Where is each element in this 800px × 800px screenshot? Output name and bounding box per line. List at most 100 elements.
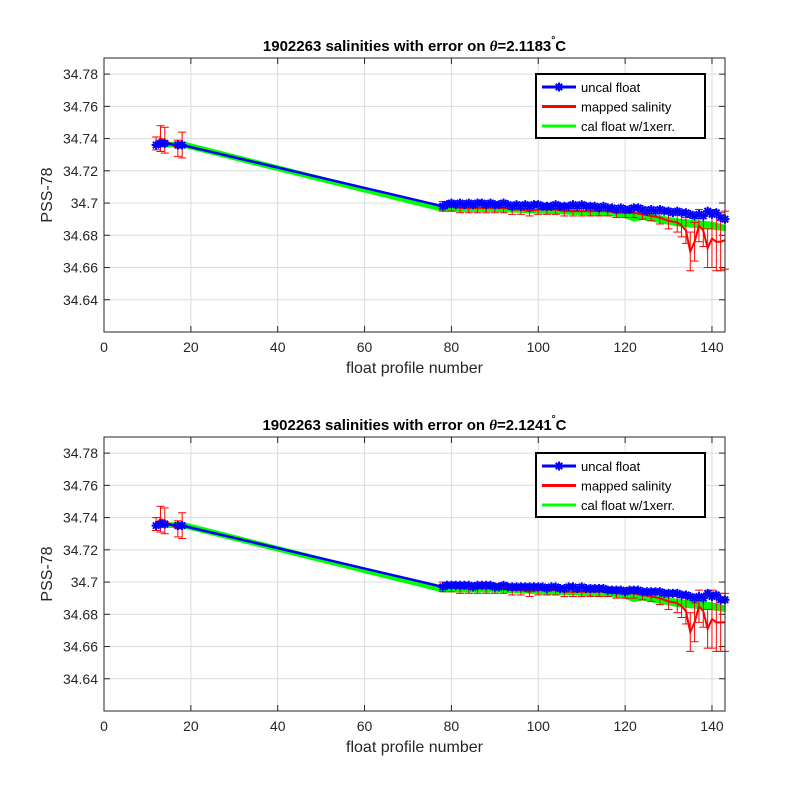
legend: uncal float mapped salinity cal float w/1x… bbox=[535, 452, 706, 518]
legend-item: uncal float bbox=[542, 459, 641, 474]
uncal-float-marker bbox=[698, 211, 708, 221]
x-tick-label: 0 bbox=[100, 718, 108, 734]
marker-stroke bbox=[551, 582, 560, 591]
x-axis: 0 20 40 60 80 100 120 140 bbox=[100, 58, 724, 355]
marker-stroke bbox=[477, 199, 486, 207]
marker-stroke bbox=[616, 586, 625, 595]
title-value: =2.1241 bbox=[497, 417, 552, 434]
y-tick-label: 34.7 bbox=[71, 574, 98, 590]
marker-stroke bbox=[634, 586, 643, 595]
marker-stroke bbox=[695, 210, 703, 219]
marker-stroke bbox=[673, 589, 682, 598]
marker-stroke bbox=[616, 203, 625, 212]
uncal-float-marker bbox=[177, 521, 187, 531]
legend-marker bbox=[555, 83, 563, 91]
legend-label: mapped salinity bbox=[581, 100, 672, 115]
marker-stroke bbox=[703, 589, 712, 598]
x-tick-label: 80 bbox=[444, 339, 460, 355]
x-tick-label: 140 bbox=[700, 718, 724, 734]
marker-stroke bbox=[712, 208, 721, 217]
marker-stroke bbox=[590, 202, 599, 211]
title-value: =2.1183 bbox=[497, 38, 551, 55]
x-tick-label: 100 bbox=[527, 339, 551, 355]
chart-title: 1902263 salinities with error on θ=2.124… bbox=[262, 414, 566, 434]
chart-panel-2: 0 20 40 60 80 100 120 14034.6434.6634.6834.734.… bbox=[39, 414, 730, 756]
marker-stroke bbox=[673, 207, 682, 216]
legend-item: cal float w/1xerr. bbox=[542, 119, 675, 134]
marker-stroke bbox=[178, 141, 187, 149]
y-tick-label: 34.78 bbox=[63, 445, 98, 461]
legend-marker bbox=[555, 462, 563, 470]
marker-stroke bbox=[521, 200, 530, 209]
marker-stroke bbox=[569, 582, 577, 591]
marker-stroke bbox=[512, 200, 521, 209]
legend-label: cal float w/1xerr. bbox=[581, 498, 675, 513]
marker-stroke bbox=[447, 199, 456, 207]
marker-stroke bbox=[160, 139, 169, 148]
marker-stroke bbox=[599, 584, 608, 593]
x-tick-label: 40 bbox=[270, 718, 286, 734]
x-tick-label: 20 bbox=[183, 718, 199, 734]
y-tick-label: 34.72 bbox=[63, 163, 98, 179]
marker-stroke bbox=[695, 592, 703, 601]
legend-item: mapped salinity bbox=[542, 479, 672, 494]
uncal-float-marker bbox=[646, 205, 656, 215]
x-axis-label: float profile number bbox=[346, 360, 484, 377]
data-area bbox=[151, 125, 730, 272]
y-tick-label: 34.68 bbox=[63, 606, 98, 622]
title-theta: θ bbox=[490, 39, 498, 55]
y-tick-label: 34.74 bbox=[63, 510, 98, 526]
y-tick-label: 34.66 bbox=[63, 260, 98, 276]
y-tick-label: 34.74 bbox=[63, 131, 98, 147]
marker-stroke bbox=[664, 207, 673, 216]
marker-stroke bbox=[638, 205, 647, 214]
y-axis-label: PSS-78 bbox=[39, 167, 56, 222]
y-tick-label: 34.66 bbox=[63, 639, 98, 655]
x-tick-label: 100 bbox=[527, 718, 551, 734]
uncal-float-marker bbox=[177, 140, 187, 150]
uncal-float-marker bbox=[160, 138, 170, 148]
marker-stroke bbox=[634, 203, 643, 212]
y-tick-label: 34.78 bbox=[63, 66, 98, 82]
marker-stroke bbox=[178, 521, 187, 530]
marker-stroke bbox=[577, 582, 586, 591]
chart-panel-1: 0 20 40 60 80 100 120 14034.6434.6634.6834.734.… bbox=[39, 35, 730, 377]
marker-stroke bbox=[686, 592, 695, 601]
title-unit: C bbox=[556, 417, 567, 434]
x-tick-label: 60 bbox=[357, 339, 373, 355]
marker-stroke bbox=[682, 591, 690, 599]
y-axis: 34.64 34.66 34.68 34.7 34.72 34.74 34.76 34.78 bbox=[63, 66, 725, 308]
legend-item: cal float w/1xerr. bbox=[542, 498, 675, 513]
marker-stroke bbox=[464, 199, 473, 207]
x-axis-label: float profile number bbox=[346, 739, 484, 756]
uncal-float-marker bbox=[160, 519, 170, 529]
x-tick-label: 80 bbox=[444, 718, 460, 734]
y-axis-label: PSS-78 bbox=[39, 546, 56, 601]
legend-item: mapped salinity bbox=[542, 100, 672, 115]
title-text: 1902263 salinities with error on bbox=[262, 417, 489, 434]
marker-stroke bbox=[551, 200, 560, 209]
marker-stroke bbox=[712, 591, 721, 599]
title-theta: θ bbox=[489, 418, 497, 434]
title-unit: C bbox=[555, 38, 566, 55]
x-axis: 0 20 40 60 80 100 120 140 bbox=[100, 437, 724, 734]
marker-stroke bbox=[486, 581, 495, 590]
x-tick-label: 0 bbox=[100, 339, 108, 355]
marker-stroke bbox=[534, 200, 543, 209]
marker-stroke bbox=[499, 199, 508, 207]
y-tick-label: 34.64 bbox=[63, 671, 98, 687]
marker-stroke bbox=[538, 582, 547, 591]
marker-stroke bbox=[503, 200, 512, 209]
title-degree: ° bbox=[552, 414, 556, 425]
x-tick-label: 60 bbox=[357, 718, 373, 734]
chart-title: 1902263 salinities with error on θ=2.118… bbox=[263, 35, 566, 55]
marker-stroke bbox=[655, 587, 664, 596]
legend-label: mapped salinity bbox=[581, 479, 672, 494]
legend-label: uncal float bbox=[581, 80, 641, 95]
x-tick-label: 120 bbox=[613, 339, 637, 355]
legend-item: uncal float bbox=[542, 80, 641, 95]
marker-stroke bbox=[655, 205, 664, 214]
plot-frame bbox=[103, 436, 726, 712]
y-axis: 34.64 34.66 34.68 34.7 34.72 34.74 34.76 34.78 bbox=[63, 445, 725, 687]
